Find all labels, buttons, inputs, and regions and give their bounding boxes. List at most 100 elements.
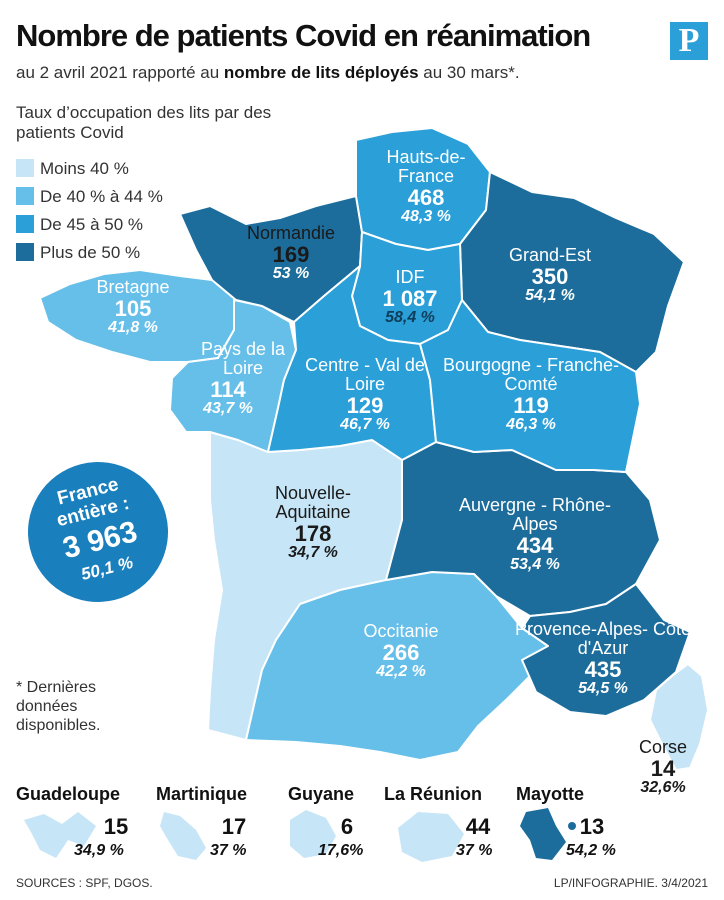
label-centre-val-de-loire: Centre - Val de Loire 129 46,7 %: [300, 356, 430, 434]
legend-swatch: [16, 215, 34, 233]
region-value: 1 087: [382, 285, 438, 311]
region-pct: 42,2 %: [376, 662, 426, 680]
legend-title: Taux d’occupation des lits par des patie…: [16, 103, 272, 142]
region-paca[interactable]: [521, 583, 691, 717]
region-pct: 53,4 %: [510, 555, 560, 573]
region-name: Bourgogne - Franche-Comté: [442, 355, 620, 394]
dom-name-mayotte: Mayotte: [516, 784, 585, 804]
region-name: Hauts-de-France: [386, 147, 466, 186]
region-pct: 32,6%: [640, 778, 686, 796]
legend-swatch: [16, 243, 34, 261]
label-hauts-de-france: Hauts-de-France 468 48,3 %: [356, 148, 496, 226]
dom-pct-mayotte: 54,2 %: [566, 842, 616, 859]
legend-swatch: [16, 159, 34, 177]
dom-value-guyane: 6: [340, 814, 354, 839]
region-name: Pays de la Loire: [200, 339, 286, 378]
region-value: 434: [516, 532, 554, 558]
territory-guadeloupe-shape[interactable]: [24, 812, 96, 858]
label-nouvelle-aquitaine: Nouvelle-Aquitaine 178 34,7 %: [238, 484, 388, 562]
legend-item-plus-50: Plus de 50 %: [16, 242, 140, 264]
region-pct: 58,4 %: [385, 308, 435, 326]
region-occitanie[interactable]: [245, 571, 549, 761]
region-value: 169: [272, 241, 310, 267]
region-name: Grand-Est: [508, 245, 592, 265]
region-pct: 41,8 %: [108, 318, 158, 336]
region-pct: 46,3 %: [506, 415, 556, 433]
region-name: Auvergne - Rhône-Alpes: [458, 495, 612, 534]
region-corse[interactable]: [649, 663, 709, 771]
territory-mayotte-shape[interactable]: [520, 808, 566, 860]
region-value: 468: [407, 184, 445, 210]
region-pct: 43,7 %: [203, 399, 253, 417]
dom-name-la-reunion: La Réunion: [384, 784, 482, 804]
label-normandie: Normandie 169 53 %: [226, 224, 356, 283]
label-idf: IDF 1 087 58,4 %: [360, 268, 460, 327]
region-value: 129: [346, 392, 384, 418]
region-pct: 54,1 %: [525, 286, 575, 304]
chart-subtitle: au 2 avril 2021 rapporté au nombre de li…: [16, 63, 520, 83]
dom-value-la-reunion: 44: [465, 814, 491, 839]
territory-guyane-shape[interactable]: [290, 810, 336, 858]
region-name: Centre - Val de Loire: [305, 355, 425, 394]
territory-mayotte-islet: [568, 822, 576, 830]
label-auvergne-rhone-alpes: Auvergne - Rhône-Alpes 434 53,4 %: [440, 496, 630, 574]
region-name: Corse: [638, 737, 687, 757]
label-grand-est: Grand-Est 350 54,1 %: [490, 246, 610, 305]
region-name: Nouvelle-Aquitaine: [274, 483, 352, 522]
dom-pct-la-reunion: 37 %: [456, 842, 493, 859]
chart-title: Nombre de patients Covid en réanimation: [16, 18, 591, 53]
region-pct: 46,7 %: [340, 415, 390, 433]
region-value: 435: [584, 656, 622, 682]
le-parisien-logo: P: [670, 22, 708, 60]
subtitle-part1: au 2 avril 2021 rapporté au: [16, 63, 224, 82]
legend-label: Moins 40 %: [40, 159, 129, 178]
region-centre-val-de-loire[interactable]: [267, 265, 437, 461]
dom-pct-guadeloupe: 34,9 %: [74, 842, 124, 859]
territory-la-reunion-shape[interactable]: [398, 812, 464, 862]
dom-pct-martinique: 37 %: [210, 842, 247, 859]
dom-value-guadeloupe: 15: [103, 814, 129, 839]
subtitle-bold: nombre de lits déployés: [223, 63, 419, 82]
dom-value-mayotte: 13: [579, 814, 605, 839]
territory-martinique-shape[interactable]: [160, 812, 206, 860]
footer-credit: LP/INFOGRAPHIE. 3/4/2021: [553, 876, 708, 890]
region-pays-de-la-loire[interactable]: [169, 299, 297, 453]
region-value: 105: [114, 295, 152, 321]
region-pct: 53 %: [272, 264, 310, 282]
region-value: 178: [294, 520, 332, 546]
region-name: Provence-Alpes- Côte d'Azur: [514, 619, 692, 658]
region-value: 350: [531, 263, 569, 289]
region-pct: 54,5 %: [578, 679, 628, 697]
legend-item-moins-40: Moins 40 %: [16, 158, 129, 180]
subtitle-part2: au 30 mars*.: [418, 63, 520, 82]
dom-value-martinique: 17: [221, 814, 247, 839]
region-value: 14: [650, 755, 676, 781]
legend-item-40-44: De 40 % à 44 %: [16, 186, 163, 208]
label-paca: Provence-Alpes- Côte d'Azur 435 54,5 %: [508, 620, 698, 698]
region-pct: 48,3 %: [401, 207, 451, 225]
dom-name-martinique: Martinique: [156, 784, 248, 804]
region-value: 266: [382, 639, 420, 665]
legend-item-45-50: De 45 à 50 %: [16, 214, 143, 236]
region-name: IDF: [395, 267, 425, 287]
label-occitanie: Occitanie 266 42,2 %: [336, 622, 466, 681]
footer-sources: SOURCES : SPF, DGOS.: [16, 876, 153, 890]
label-pays-de-la-loire: Pays de la Loire 114 43,7 %: [168, 340, 288, 418]
dom-pct-guyane: 17,6%: [318, 842, 364, 859]
legend-swatch: [16, 187, 34, 205]
region-value: 114: [210, 376, 246, 402]
footnote: * Dernières données disponibles.: [16, 679, 101, 734]
dom-name-guyane: Guyane: [288, 784, 355, 804]
region-value: 119: [513, 392, 549, 418]
legend-label: De 40 % à 44 %: [40, 187, 163, 206]
legend-label: De 45 à 50 %: [40, 215, 144, 234]
region-name: Occitanie: [363, 621, 439, 641]
legend-label: Plus de 50 %: [40, 243, 141, 262]
label-bourgogne-franche-comte: Bourgogne - Franche-Comté 119 46,3 %: [436, 356, 626, 434]
label-bretagne: Bretagne 105 41,8 %: [78, 278, 188, 337]
region-name: Normandie: [246, 223, 336, 243]
dom-name-guadeloupe: Guadeloupe: [16, 784, 121, 804]
region-pct: 34,7 %: [288, 543, 338, 561]
region-bourgogne-franche-comte[interactable]: [419, 299, 641, 473]
